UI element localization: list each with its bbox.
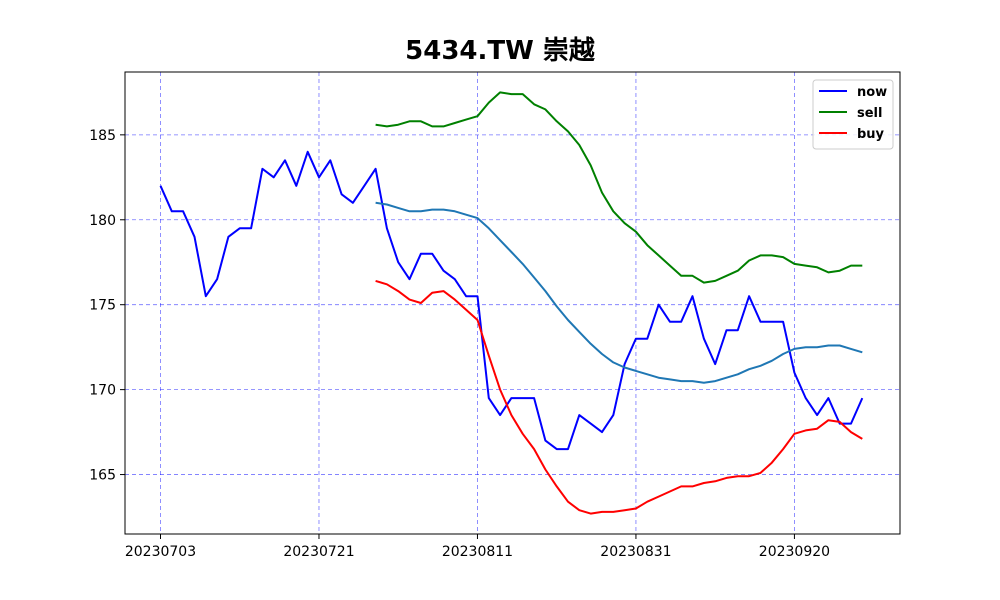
series-line-buy xyxy=(375,279,863,515)
y-tick-label: 165 xyxy=(89,468,116,484)
y-tick-label: 175 xyxy=(89,298,116,314)
x-tick-label: 20230721 xyxy=(283,544,354,560)
chart-title: 5434.TW 崇越 xyxy=(405,36,595,66)
plot-frame xyxy=(124,71,901,535)
y-tick-label: 170 xyxy=(89,383,116,399)
y-tick-label: 185 xyxy=(89,128,116,144)
legend-box xyxy=(812,79,894,150)
x-tick-label: 20230703 xyxy=(125,544,196,560)
legend-label-buy: buy xyxy=(857,127,885,142)
series-line-average xyxy=(375,201,863,384)
x-tick-label: 20230811 xyxy=(442,544,513,560)
legend-label-sell: sell xyxy=(857,106,882,121)
series-line-now xyxy=(159,150,864,451)
x-tick-label: 20230920 xyxy=(759,544,830,560)
series-line-sell xyxy=(375,91,863,284)
legend-label-now: now xyxy=(857,85,887,100)
y-tick-label: 180 xyxy=(89,213,116,229)
x-tick-label: 20230831 xyxy=(600,544,671,560)
